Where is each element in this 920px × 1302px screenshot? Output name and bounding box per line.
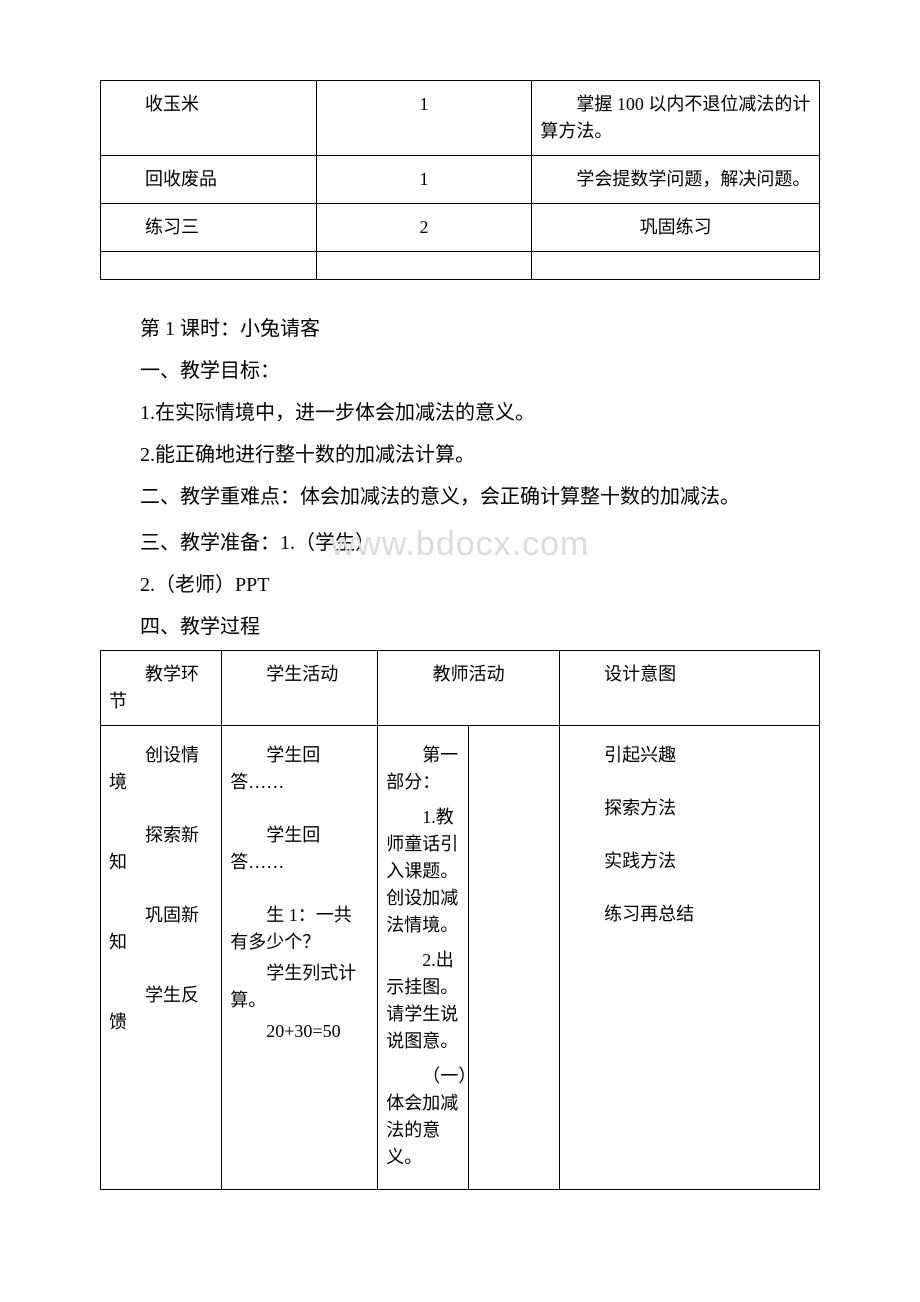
table-row [101, 252, 820, 280]
cell-topic: 收玉米 [101, 81, 317, 156]
prep-item: 三、教学准备：1.（学生） [100, 524, 820, 562]
cell-topic: 回收废品 [101, 156, 317, 204]
table-row: 创设情境 探索新知 巩固新知 学生反馈 学生回答…… 学生回答…… 生 1：一共… [101, 726, 820, 1190]
process-heading: 四、教学过程 [100, 608, 820, 646]
lesson-body: 第 1 课时：小兔请客 一、教学目标： 1.在实际情境中，进一步体会加减法的意义… [100, 310, 820, 646]
cell-hours: 1 [316, 156, 532, 204]
process-table: 教学环节 学生活动 教师活动 设计意图 创设情境 探索新知 巩固新知 学生反馈 … [100, 650, 820, 1190]
col-header: 学生活动 [222, 651, 378, 726]
cell-phase: 创设情境 探索新知 巩固新知 学生反馈 [101, 726, 222, 1190]
lesson-title: 第 1 课时：小兔请客 [100, 310, 820, 348]
goal-item: 2.能正确地进行整十数的加减法计算。 [100, 436, 820, 474]
table-header-row: 教学环节 学生活动 教师活动 设计意图 [101, 651, 820, 726]
cell-teacher: 第一部分： 1.教师童话引入课题。创设加减法情境。 2.出示挂图。请学生说说图意… [378, 726, 469, 1190]
table-row: 练习三 2 巩固练习 [101, 204, 820, 252]
cell-student: 学生回答…… 学生回答…… 生 1：一共有多少个？ 学生列式计算。 20+30=… [222, 726, 378, 1190]
goal-item: 1.在实际情境中，进一步体会加减法的意义。 [100, 394, 820, 432]
schedule-table: 收玉米 1 掌握 100 以内不退位减法的计算方法。 回收废品 1 学会提数学问… [100, 80, 820, 280]
col-header: 设计意图 [560, 651, 820, 726]
cell-desc: 巩固练习 [532, 204, 820, 252]
col-header: 教师活动 [378, 651, 560, 726]
cell-desc: 学会提数学问题，解决问题。 [532, 156, 820, 204]
cell-hours [316, 252, 532, 280]
prep-item: 2.（老师）PPT [100, 566, 820, 604]
cell-desc [532, 252, 820, 280]
cell-hours: 2 [316, 204, 532, 252]
difficulty: 二、教学重难点：体会加减法的意义，会正确计算整十数的加减法。 [100, 478, 820, 516]
table-row: 收玉米 1 掌握 100 以内不退位减法的计算方法。 [101, 81, 820, 156]
table-row: 回收废品 1 学会提数学问题，解决问题。 [101, 156, 820, 204]
cell-desc: 掌握 100 以内不退位减法的计算方法。 [532, 81, 820, 156]
document-page: 收玉米 1 掌握 100 以内不退位减法的计算方法。 回收废品 1 学会提数学问… [0, 0, 920, 1250]
cell-topic [101, 252, 317, 280]
col-header: 教学环节 [101, 651, 222, 726]
cell-intent: 引起兴趣 探索方法 实践方法 练习再总结 [560, 726, 820, 1190]
cell-hours: 1 [316, 81, 532, 156]
cell-blank [469, 726, 560, 1190]
cell-topic: 练习三 [101, 204, 317, 252]
goals-heading: 一、教学目标： [100, 352, 820, 390]
